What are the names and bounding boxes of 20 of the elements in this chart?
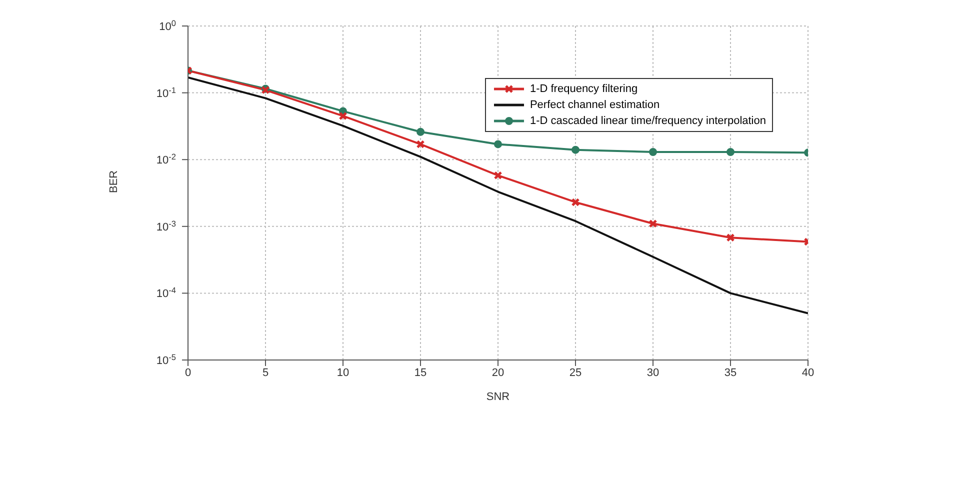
y-tick-label: 10$^{0}$ xyxy=(159,18,176,33)
x-tick-label: 0 xyxy=(184,366,192,379)
x-tick-label: 30 xyxy=(646,366,660,379)
y-tick-label: 10$^{-1}$ xyxy=(156,85,176,100)
y-axis-title: BER xyxy=(108,170,120,193)
x-tick-label: 40 xyxy=(802,366,814,379)
legend-label: Perfect channel estimation xyxy=(530,98,660,113)
x-tick-label: 5 xyxy=(262,366,269,379)
y-tick-label: 10$^{-5}$ xyxy=(156,352,176,367)
x-axis-title: SNR xyxy=(486,391,510,403)
legend-label: 1-D frequency filtering xyxy=(530,82,638,97)
x-tick-label: 20 xyxy=(492,366,504,379)
y-tick-label: 10$^{-4}$ xyxy=(156,286,176,300)
x-tick-label: 35 xyxy=(724,366,737,379)
legend-label: 1-D cascaded linear time/frequency interpolation xyxy=(530,114,766,129)
y-tick-label: 10$^{-3}$ xyxy=(156,218,176,234)
x-tick-label: 15 xyxy=(414,366,427,379)
x-tick-label: 10 xyxy=(336,366,350,379)
y-tick-label: 10$^{-2}$ xyxy=(156,152,176,167)
x-tick-label: 25 xyxy=(569,366,582,379)
